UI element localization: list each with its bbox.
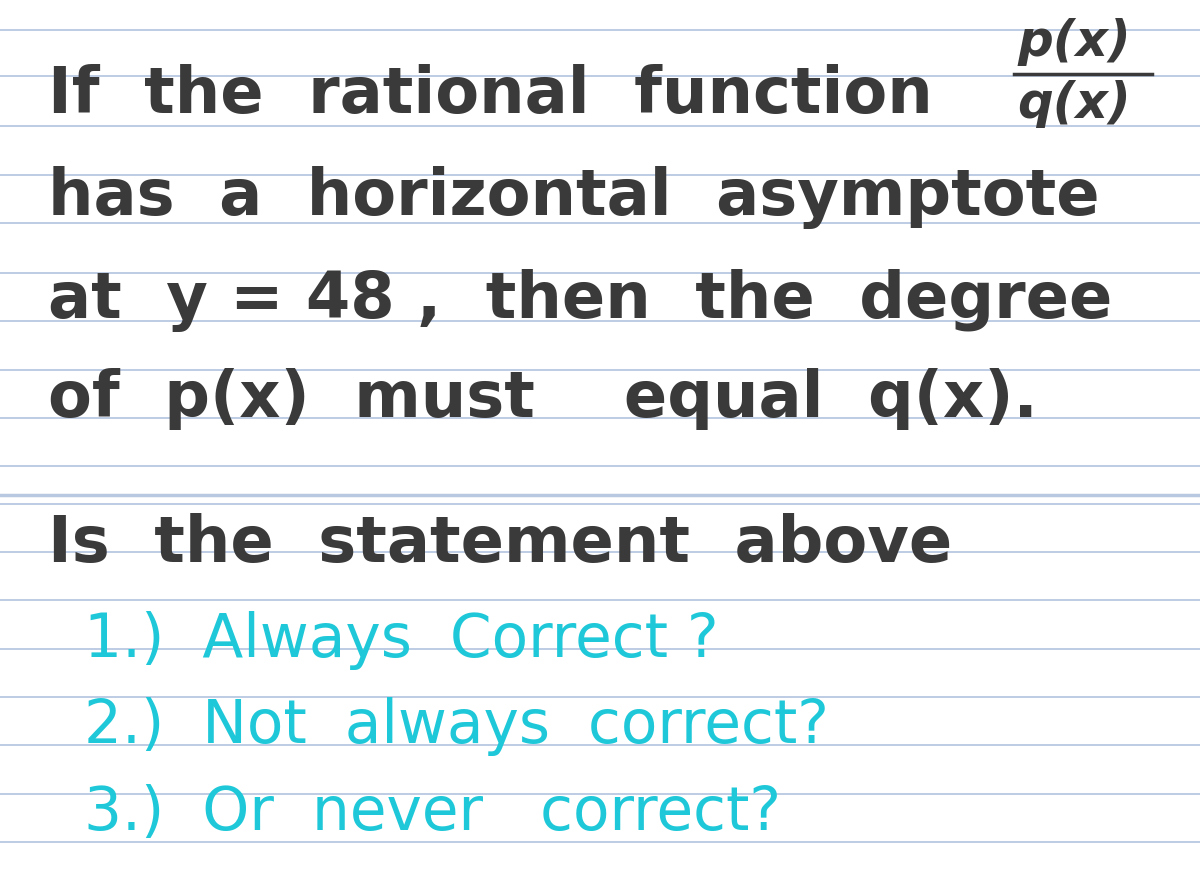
Text: Is  the  statement  above: Is the statement above (48, 513, 953, 574)
Text: q(x): q(x) (1018, 80, 1130, 127)
Text: p(x): p(x) (1018, 18, 1130, 66)
Text: 2.)  Not  always  correct?: 2.) Not always correct? (84, 696, 829, 756)
Text: If  the  rational  function: If the rational function (48, 64, 932, 125)
Text: 1.)  Always  Correct ?: 1.) Always Correct ? (84, 610, 719, 670)
Text: at  y = 48 ,  then  the  degree: at y = 48 , then the degree (48, 268, 1112, 332)
Text: of  p(x)  must    equal  q(x).: of p(x) must equal q(x). (48, 368, 1038, 430)
Text: 3.)  Or  never   correct?: 3.) Or never correct? (84, 782, 781, 842)
Text: has  a  horizontal  asymptote: has a horizontal asymptote (48, 166, 1099, 229)
